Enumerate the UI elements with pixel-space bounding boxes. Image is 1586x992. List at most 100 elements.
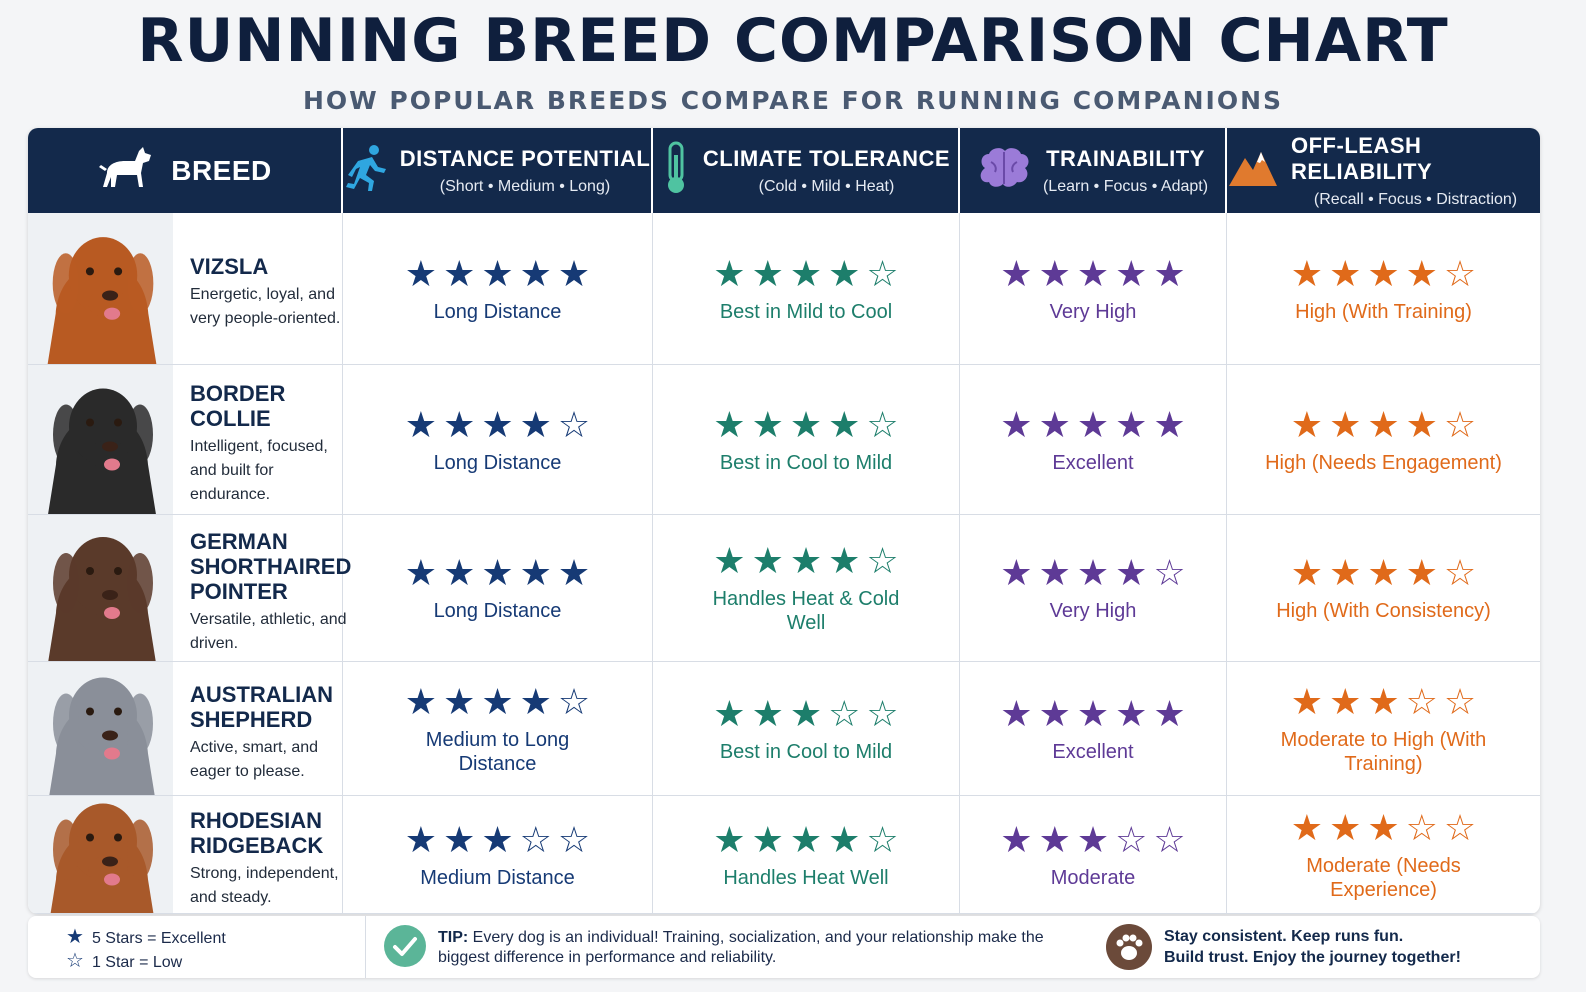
filled-star-icon: ★ <box>1038 692 1071 734</box>
empty-star-icon: ☆ <box>866 818 899 860</box>
empty-star-icon: ☆ <box>1443 252 1477 294</box>
dog-photo <box>28 515 173 661</box>
filled-star-icon: ★ <box>751 818 784 860</box>
header-climate: CLIMATE TOLERANCE (Cold • Mild • Heat) <box>653 128 960 213</box>
filled-star-icon: ★ <box>751 540 784 581</box>
breed-cell: BORDER COLLIE Intelligent, focused, and b… <box>28 365 343 514</box>
page-subtitle: HOW POPULAR BREEDS COMPARE FOR RUNNING C… <box>302 86 1284 115</box>
dog-photo <box>28 365 173 514</box>
filled-star-icon: ★ <box>1367 806 1400 848</box>
filled-star-icon: ★ <box>481 552 514 593</box>
header-breed: BREED <box>28 128 343 213</box>
breed-name: VIZSLA <box>190 254 269 279</box>
filled-star-icon: ★ <box>1290 552 1324 593</box>
filled-star-icon: ★ <box>1367 680 1400 722</box>
empty-star-icon: ☆ <box>866 252 899 294</box>
filled-star-icon: ★ <box>404 680 438 722</box>
offleash-cell: ★ ★ ★ ★ ☆ High (With Training) <box>1227 213 1540 364</box>
table-header: BREED DISTANCE POTENTIAL (Short • Medium… <box>28 128 1540 213</box>
filled-star-icon: ★ <box>713 403 746 445</box>
table-row: RHODESIAN RIDGEBACK Strong, independent, … <box>28 796 1540 914</box>
filled-star-icon: ★ <box>1076 403 1110 445</box>
header-climate-sub: (Cold • Mild • Heat) <box>758 177 895 195</box>
filled-star-icon: ★ <box>1405 252 1438 294</box>
filled-star-icon: ★ <box>713 692 746 734</box>
empty-star-icon: ☆ <box>1153 818 1186 860</box>
empty-star-icon: ☆ <box>1443 552 1477 593</box>
breed-info: RHODESIAN RIDGEBACK Strong, independent, … <box>173 796 342 913</box>
filled-star-icon: ★ <box>481 818 514 860</box>
distance-rating: ★ ★ ★ ☆ ☆ <box>405 818 590 860</box>
offleash-cell: ★ ★ ★ ★ ☆ High (Needs Engagement) <box>1227 365 1540 514</box>
breed-name: RHODESIAN RIDGEBACK <box>190 807 324 858</box>
trainability-label: Moderate <box>1050 866 1136 889</box>
climate-label: Handles Heat Well <box>723 866 889 889</box>
closing-line-1: Stay consistent. Keep runs fun. <box>1164 928 1404 945</box>
filled-star-icon: ★ <box>789 403 823 445</box>
distance-cell: ★ ★ ★ ★ ☆ Medium to Long Distance <box>343 662 653 795</box>
breed-info: GERMAN SHORTHAIRED POINTER Versatile, ath… <box>173 515 351 661</box>
climate-rating: ★ ★ ★ ★ ☆ <box>713 541 898 581</box>
distance-rating: ★ ★ ★ ★ ☆ <box>405 403 591 445</box>
trainability-label: Excellent <box>1052 740 1134 763</box>
breed-info: AUSTRALIAN SHEPHERD Active, smart, and ea… <box>173 662 342 795</box>
filled-star-icon: ★ <box>1000 552 1033 593</box>
filled-star-icon: ★ <box>519 403 552 445</box>
offleash-cell: ★ ★ ★ ☆ ☆ Moderate (Needs Experience) <box>1227 796 1540 913</box>
filled-star-icon: ★ <box>1290 680 1324 722</box>
distance-cell: ★ ★ ★ ★ ☆ Long Distance <box>343 365 653 514</box>
climate-cell: ★ ★ ★ ★ ☆ Handles Heat & Cold Well <box>653 515 960 661</box>
filled-star-icon: ★ <box>1367 552 1400 593</box>
empty-star-icon: ☆ <box>557 403 591 445</box>
brain-icon <box>977 146 1031 195</box>
checkmark-icon <box>384 925 426 967</box>
filled-star-icon: ★ <box>1290 252 1324 294</box>
filled-star-icon: ★ <box>1115 552 1148 593</box>
filled-star-icon: ★ <box>751 692 784 734</box>
filled-star-icon: ★ <box>828 818 861 860</box>
header-climate-label: CLIMATE TOLERANCE <box>702 145 951 171</box>
breed-name: BORDER COLLIE <box>190 380 286 431</box>
filled-star-icon: ★ <box>1329 252 1362 294</box>
climate-rating: ★ ★ ★ ☆ ☆ <box>713 692 898 734</box>
filled-star-icon: ★ <box>1290 403 1324 445</box>
dog-icon <box>97 143 155 198</box>
filled-star-icon: ★ <box>519 680 552 722</box>
offleash-label: Moderate (Needs Experience) <box>1306 854 1461 901</box>
distance-label: Long Distance <box>433 600 562 622</box>
breed-description: Versatile, athletic, and driven. <box>190 610 347 652</box>
distance-rating: ★ ★ ★ ★ ★ <box>405 553 590 593</box>
trainability-cell: ★ ★ ★ ★ ☆ Very High <box>960 515 1227 661</box>
breed-info: BORDER COLLIE Intelligent, focused, and b… <box>173 365 342 514</box>
trainability-label: Very High <box>1049 600 1137 622</box>
filled-star-icon: ★ <box>404 552 438 593</box>
trainability-rating: ★ ★ ★ ★ ★ <box>1000 692 1185 734</box>
filled-star-icon: ★ <box>557 552 591 593</box>
distance-cell: ★ ★ ★ ★ ★ Long Distance <box>343 213 653 364</box>
climate-label: Best in Mild to Cool <box>719 300 893 323</box>
empty-star-icon: ☆ <box>1405 680 1438 722</box>
breed-cell: VIZSLA Energetic, loyal, and very people-… <box>28 213 343 364</box>
filled-star-icon: ★ <box>443 252 476 294</box>
filled-star-icon: ★ <box>1000 818 1033 860</box>
table-body: VIZSLA Energetic, loyal, and very people-… <box>28 213 1540 914</box>
breed-cell: AUSTRALIAN SHEPHERD Active, smart, and ea… <box>28 662 343 795</box>
distance-label: Medium to Long Distance <box>425 728 570 775</box>
tip-body: Every dog is an individual! Training, so… <box>438 929 1044 966</box>
offleash-rating: ★ ★ ★ ★ ☆ <box>1290 403 1476 445</box>
distance-rating: ★ ★ ★ ★ ☆ <box>404 680 590 722</box>
paw-icon <box>1106 924 1152 970</box>
header-offleash: OFF-LEASH RELIABILITY (Recall • Focus • … <box>1227 128 1540 213</box>
header-distance-sub: (Short • Medium • Long) <box>439 177 611 195</box>
filled-star-icon: ★ <box>1115 692 1148 734</box>
climate-cell: ★ ★ ★ ★ ☆ Best in Cool to Mild <box>653 365 960 514</box>
tip-lead: TIP: <box>438 929 469 946</box>
header-offleash-sub: (Recall • Focus • Distraction) <box>1313 190 1518 208</box>
climate-label: Best in Cool to Mild <box>719 740 893 763</box>
rating-legend: ★ 5 Stars = Excellent ☆ 1 Star = Low <box>28 916 366 978</box>
empty-star-icon: ☆ <box>1405 806 1438 848</box>
breed-cell: RHODESIAN RIDGEBACK Strong, independent, … <box>28 796 343 913</box>
offleash-label: Moderate to High (With Training) <box>1280 728 1487 775</box>
empty-star-icon: ☆ <box>519 818 552 860</box>
filled-star-icon: ★ <box>1329 680 1362 722</box>
